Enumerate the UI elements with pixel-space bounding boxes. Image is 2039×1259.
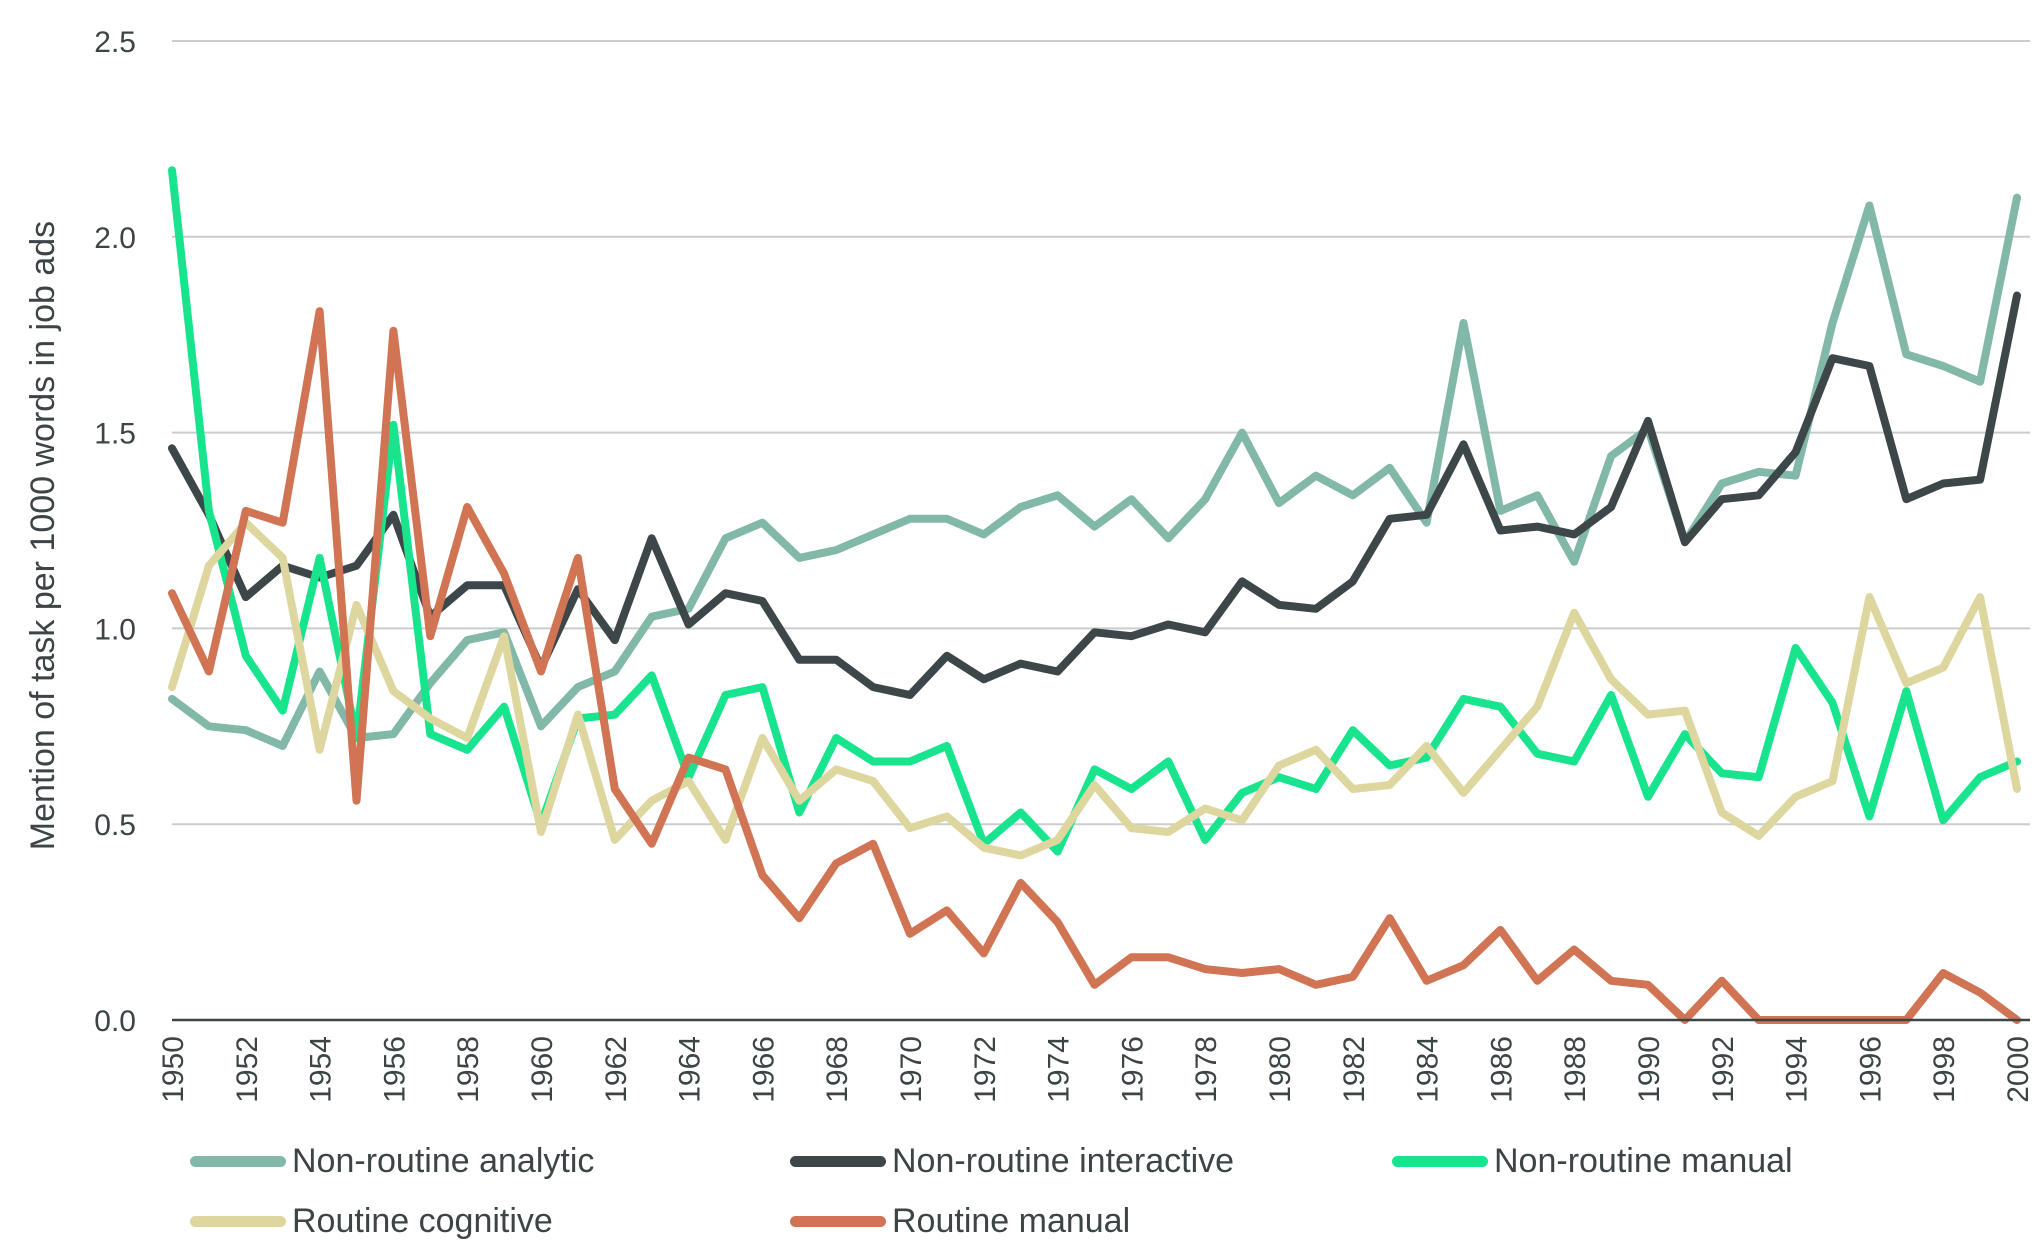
x-tick-label: 1982 <box>1338 1036 1371 1103</box>
y-tick-label: 0.0 <box>94 1005 136 1038</box>
x-tick-labels: 1950 1952 1954 1956 1958 1960 1962 1964 1966 1968… <box>157 1036 2035 1103</box>
y-tick-label: 2.0 <box>94 222 136 255</box>
y-tick-label: 1.0 <box>94 613 136 646</box>
x-tick-label: 1998 <box>1928 1036 1961 1103</box>
legend: Non-routine analytic Non-routine interact… <box>190 1138 1990 1248</box>
x-tick-label: 1974 <box>1043 1036 1076 1103</box>
y-tick-label: 0.5 <box>94 809 136 842</box>
legend-item: Routine cognitive <box>190 1198 553 1244</box>
x-tick-label: 1962 <box>600 1036 633 1103</box>
legend-label: Routine cognitive <box>292 1201 553 1240</box>
y-tick-labels: 0.0 0.5 1.0 1.5 2.0 2.5 <box>94 26 136 1038</box>
x-tick-label: 1984 <box>1412 1036 1445 1103</box>
y-tick-label: 2.5 <box>94 26 136 59</box>
x-tick-label: 1996 <box>1854 1036 1887 1103</box>
legend-item: Non-routine interactive <box>790 1138 1234 1184</box>
legend-swatch <box>790 1215 886 1227</box>
legend-swatch <box>190 1155 286 1167</box>
legend-item: Non-routine manual <box>1392 1138 1793 1184</box>
x-tick-label: 1970 <box>895 1036 928 1103</box>
x-tick-label: 1958 <box>452 1036 485 1103</box>
legend-swatch <box>190 1215 286 1227</box>
x-tick-label: 1992 <box>1707 1036 1740 1103</box>
legend-swatch <box>790 1155 886 1167</box>
x-tick-label: 1956 <box>378 1036 411 1103</box>
grid-lines <box>172 40 2030 826</box>
x-tick-label: 1972 <box>969 1036 1002 1103</box>
legend-item: Routine manual <box>790 1198 1130 1244</box>
x-tick-label: 1966 <box>747 1036 780 1103</box>
legend-item: Non-routine analytic <box>190 1138 594 1184</box>
legend-label: Non-routine analytic <box>292 1141 595 1180</box>
x-tick-label: 1954 <box>305 1036 338 1103</box>
legend-label: Routine manual <box>892 1201 1131 1240</box>
x-tick-label: 1986 <box>1485 1036 1518 1103</box>
series-line-routine-manual <box>168 307 2021 1024</box>
x-tick-label: 1994 <box>1781 1036 1814 1103</box>
series-line-routine-cognitive <box>168 518 2021 860</box>
x-tick-label: 1990 <box>1633 1036 1666 1103</box>
x-tick-label: 1980 <box>1264 1036 1297 1103</box>
series-line-non-routine-manual <box>168 166 2021 856</box>
x-tick-label: 2000 <box>2002 1036 2035 1103</box>
x-tick-label: 1978 <box>1190 1036 1223 1103</box>
series-lines <box>168 166 2021 1024</box>
x-tick-label: 1960 <box>526 1036 559 1103</box>
x-tick-label: 1950 <box>157 1036 190 1103</box>
x-tick-label: 1988 <box>1559 1036 1592 1103</box>
series-line-non-routine-analytic <box>168 193 2021 750</box>
x-tick-label: 1976 <box>1116 1036 1149 1103</box>
x-tick-label: 1964 <box>674 1036 707 1103</box>
legend-swatch <box>1392 1155 1488 1167</box>
legend-label: Non-routine manual <box>1494 1141 1793 1180</box>
series-line-non-routine-interactive <box>168 291 2021 699</box>
x-tick-label: 1952 <box>231 1036 264 1103</box>
x-tick-label: 1968 <box>821 1036 854 1103</box>
y-axis-title: Mention of task per 1000 words in job ad… <box>24 221 62 850</box>
y-tick-label: 1.5 <box>94 418 136 451</box>
legend-label: Non-routine interactive <box>892 1141 1235 1180</box>
